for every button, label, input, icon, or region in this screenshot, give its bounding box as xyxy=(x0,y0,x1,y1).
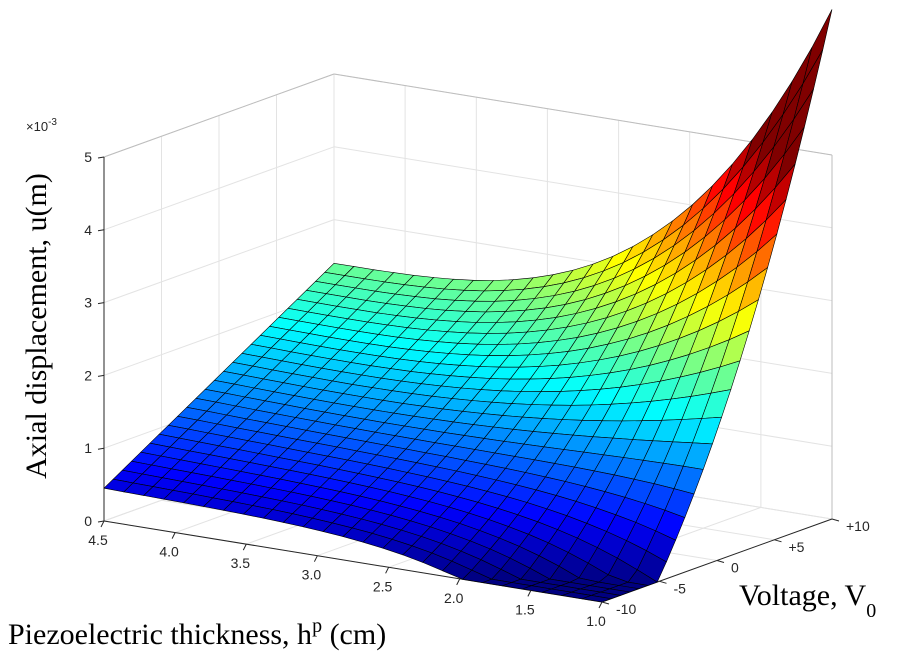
x-tick-label: 4.5 xyxy=(88,532,108,548)
x-tick-label: 4.0 xyxy=(159,544,179,560)
y-tick-label: +10 xyxy=(846,518,870,534)
z-tick-label: 2 xyxy=(84,367,92,383)
y-tick-label: +5 xyxy=(789,539,805,555)
x-tick-label: 1.0 xyxy=(586,613,606,629)
x-tick-label: 2.5 xyxy=(373,578,393,594)
y-axis-label: Voltage, V0 xyxy=(739,579,876,622)
x-tick-label: 2.0 xyxy=(444,590,464,606)
x-tick-label: 3.0 xyxy=(302,567,322,583)
surface-mesh xyxy=(103,9,833,603)
z-tick-label: 3 xyxy=(84,295,92,311)
z-tick-label: 4 xyxy=(84,222,92,238)
z-tick-label: 5 xyxy=(84,149,92,165)
y-tick-label: -5 xyxy=(674,580,687,596)
y-tick-label: 0 xyxy=(731,560,739,576)
surface-patch xyxy=(580,595,613,603)
z-tick-label: 1 xyxy=(84,440,92,456)
x-axis-label: Piezoelectric thickness, hp (cm) xyxy=(8,615,386,651)
z-axis-label: Axial displacement, u(m) xyxy=(20,173,53,479)
z-exponent-label: ×10-3 xyxy=(26,117,57,134)
y-tick-label: -10 xyxy=(616,601,636,617)
tick-labels: 0 1 2 3 4 5 4.5 4.0 3.5 3.0 2.5 2.0 1.5 1.0 -10 -5 0 +5 +1… xyxy=(84,149,870,629)
z-tick-label: 0 xyxy=(84,513,92,529)
x-tick-label: 3.5 xyxy=(231,555,251,571)
x-tick-label: 1.5 xyxy=(515,601,535,617)
